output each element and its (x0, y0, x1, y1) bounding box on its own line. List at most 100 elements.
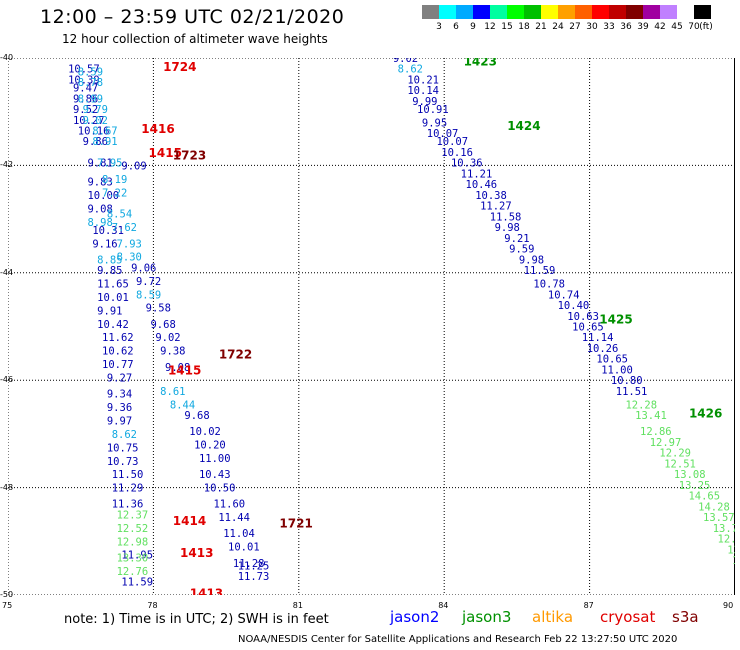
legend-swatch (694, 5, 711, 19)
wave-height-value: 11.00 (199, 453, 231, 465)
wave-height-value: 10.57 (68, 64, 100, 76)
legend-swatch (643, 5, 660, 19)
wave-height-value: 14 (732, 555, 735, 567)
y-tick-label: -50 (0, 590, 14, 599)
wave-height-value: 11.73 (238, 571, 270, 583)
wave-height-value: 12.51 (664, 458, 696, 470)
legend-label: 3 (436, 22, 442, 32)
wave-height-value: 13.30 (117, 552, 149, 564)
wave-height-value: 8.78 (78, 77, 103, 89)
wave-height-value: 11.28 (233, 558, 265, 570)
wave-height-value: 9.98 (519, 254, 544, 266)
wave-height-value: 10.07 (436, 136, 468, 148)
legend-swatch (609, 5, 626, 19)
satellite-legend-cryosat: cryosat (600, 608, 656, 626)
wave-height-value: 12.37 (117, 509, 149, 521)
legend-swatch (456, 5, 473, 19)
wave-height-value: 10.01 (97, 292, 129, 304)
legend-swatch (677, 5, 694, 19)
legend-label: 6 (453, 22, 459, 32)
pass-number-label: 1722 (219, 347, 252, 361)
credit-line: NOAA/NESDIS Center for Satellite Applica… (238, 634, 678, 645)
legend-swatch (541, 5, 558, 19)
y-tick-label: -40 (0, 53, 14, 62)
wave-height-value: 10.74 (548, 289, 580, 301)
wave-height-value: 9.91 (97, 305, 122, 317)
legend-label: 30 (586, 22, 598, 32)
pass-number-label: 1413 (190, 586, 223, 595)
x-tick-label: 90 (723, 601, 734, 610)
x-tick-label: 87 (583, 601, 594, 610)
legend-swatch (575, 5, 592, 19)
wave-height-value: 9.86 (83, 136, 108, 148)
wave-height-value: 8.62 (398, 64, 423, 76)
wave-height-value: 9.68 (150, 319, 175, 331)
wave-height-value: 8.91 (92, 136, 117, 148)
wave-height-value: 10.46 (466, 179, 498, 191)
wave-height-value: 11.59 (524, 265, 556, 277)
wave-height-value: 9.99 (412, 96, 437, 108)
wave-height-value: 11.14 (582, 332, 614, 344)
wave-height-value: 10.63 (567, 311, 599, 323)
legend-label: 18 (518, 22, 530, 32)
wave-height-value: 10.21 (407, 74, 439, 86)
legend-label: 33 (603, 22, 615, 32)
pass-number-label: 1721 (279, 517, 312, 531)
color-legend (422, 5, 711, 19)
wave-height-value: 7.62 (112, 222, 137, 234)
wave-height-value: 10.26 (587, 343, 619, 355)
wave-height-value: 8.59 (136, 289, 161, 301)
wave-height-value: 13.25 (679, 480, 711, 492)
wave-height-value: 8.99 (78, 93, 103, 105)
satellite-legend-s3a: s3a (672, 608, 699, 626)
pass-number-label: 1416 (141, 122, 174, 136)
wave-height-value: 10.36 (451, 158, 483, 170)
legend-label: 45 (671, 22, 683, 32)
wave-height-value: 11.59 (121, 577, 153, 589)
wave-height-value: 8.44 (170, 399, 195, 411)
wave-height-value: 10.00 (87, 190, 119, 202)
pass-number-label: 1414 (173, 514, 206, 528)
pass-number-label: 1426 (689, 406, 722, 420)
wave-height-value: 10.65 (572, 322, 604, 334)
legend-label: 12 (484, 22, 496, 32)
y-tick-label: -44 (0, 267, 14, 277)
wave-height-value: 11.36 (112, 499, 144, 511)
wave-height-value: 9.52 (73, 104, 98, 116)
wave-height-value: 9.47 (73, 83, 98, 95)
legend-label: 70 (688, 22, 700, 32)
pass-number-label: 1723 (173, 149, 206, 163)
wave-height-value: 10.43 (199, 469, 231, 481)
legend-swatch (524, 5, 541, 19)
y-tick-label: -42 (0, 160, 14, 170)
wave-height-value: 8.61 (160, 386, 185, 398)
wave-height-value: 10.50 (204, 483, 236, 495)
wave-height-value: 10.78 (533, 279, 565, 291)
wave-height-value: 11.51 (616, 386, 648, 398)
wave-height-value: 10.07 (427, 128, 459, 140)
pass-number-label: 1423 (464, 58, 497, 69)
wave-height-value: 9.81 (87, 158, 112, 170)
pass-number-label: 1724 (163, 60, 196, 74)
wave-height-value: 9.08 (87, 203, 112, 215)
legend-swatch (507, 5, 524, 19)
satellite-legend-altika: altika (532, 608, 574, 626)
legend-swatch (626, 5, 643, 19)
x-tick-label: 81 (292, 601, 303, 610)
wave-height-value: 13 (727, 544, 735, 556)
wave-height-value: 14.28 (698, 501, 730, 513)
pass-number-label: 1425 (599, 312, 632, 326)
wave-height-value: 10.20 (194, 440, 226, 452)
wave-height-value: 10.27 (73, 115, 105, 127)
wave-height-value: 12.28 (625, 399, 657, 411)
wave-height-value: 10.42 (97, 319, 129, 331)
wave-height-value: 9.08 (165, 362, 190, 374)
wave-height-value: 9.97 (107, 415, 132, 427)
map-canvas: 10.5710.399.479.869.5210.2710.169.869.81… (8, 58, 735, 595)
wave-height-value: 11.58 (490, 211, 522, 223)
wave-height-value: 11.27 (480, 201, 512, 213)
wave-height-value: 10.77 (102, 359, 134, 371)
wave-height-value: 9.02 (155, 332, 180, 344)
legend-swatch (439, 5, 456, 19)
wave-height-value: 7.93 (117, 238, 142, 250)
